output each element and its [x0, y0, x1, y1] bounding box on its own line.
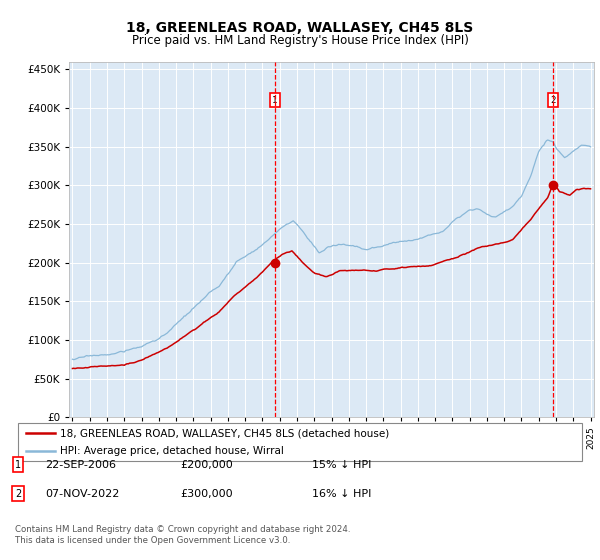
- Text: 16% ↓ HPI: 16% ↓ HPI: [312, 489, 371, 499]
- Text: 22-SEP-2006: 22-SEP-2006: [45, 460, 116, 470]
- Text: Price paid vs. HM Land Registry's House Price Index (HPI): Price paid vs. HM Land Registry's House …: [131, 34, 469, 46]
- Text: 18, GREENLEAS ROAD, WALLASEY, CH45 8LS: 18, GREENLEAS ROAD, WALLASEY, CH45 8LS: [127, 21, 473, 35]
- Text: 1: 1: [15, 460, 21, 470]
- Text: 07-NOV-2022: 07-NOV-2022: [45, 489, 119, 499]
- Text: 2: 2: [15, 489, 21, 499]
- FancyBboxPatch shape: [18, 423, 582, 461]
- Text: £300,000: £300,000: [180, 489, 233, 499]
- Text: Contains HM Land Registry data © Crown copyright and database right 2024.
This d: Contains HM Land Registry data © Crown c…: [15, 525, 350, 545]
- Text: 1: 1: [272, 96, 278, 105]
- Text: 15% ↓ HPI: 15% ↓ HPI: [312, 460, 371, 470]
- Text: 2: 2: [551, 96, 556, 105]
- Text: 18, GREENLEAS ROAD, WALLASEY, CH45 8LS (detached house): 18, GREENLEAS ROAD, WALLASEY, CH45 8LS (…: [60, 428, 389, 438]
- Text: HPI: Average price, detached house, Wirral: HPI: Average price, detached house, Wirr…: [60, 446, 284, 456]
- Text: £200,000: £200,000: [180, 460, 233, 470]
